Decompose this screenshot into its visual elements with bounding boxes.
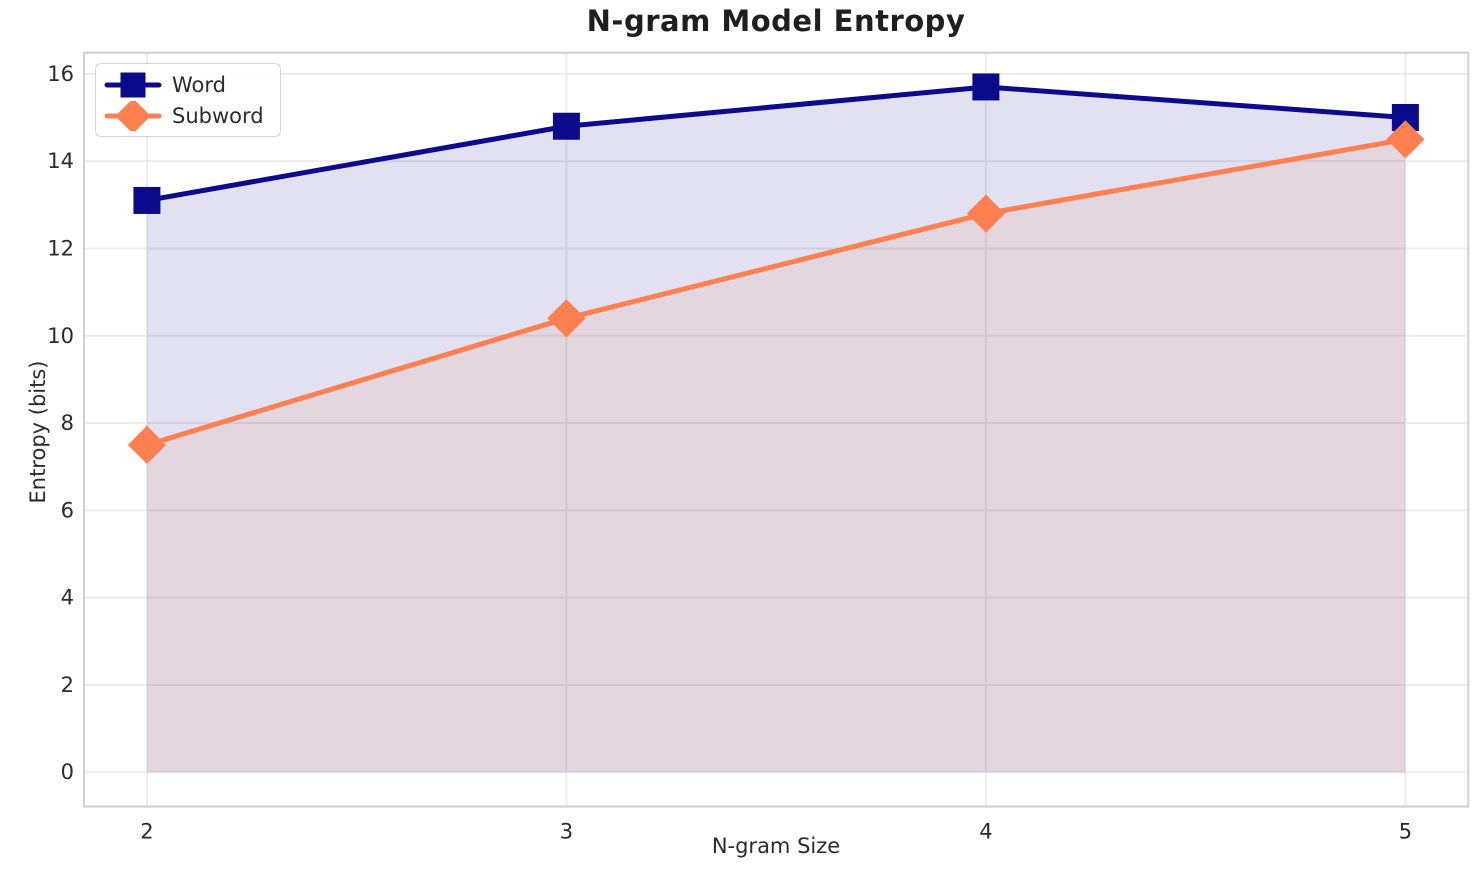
legend: Word Subword — [95, 63, 281, 137]
y-tick-label: 4 — [61, 586, 74, 610]
y-tick-label: 14 — [47, 149, 74, 173]
y-tick-label: 8 — [61, 411, 74, 435]
plot-frame — [82, 51, 1470, 808]
y-axis-label: Entropy (bits) — [26, 360, 50, 504]
y-tick-label: 16 — [47, 62, 74, 86]
subword-series-line — [144, 136, 1408, 448]
subword-marker — [127, 425, 167, 464]
x-axis-label: N-gram Size — [711, 834, 841, 858]
legend-label-subword: Subword — [172, 103, 264, 128]
legend-item-word: Word — [104, 69, 264, 100]
x-tick-label: 3 — [560, 820, 573, 844]
y-tick-label: 2 — [61, 673, 74, 697]
x-tick-label: 5 — [1399, 820, 1412, 844]
word-marker — [552, 112, 580, 140]
word-series-line — [144, 84, 1408, 203]
legend-item-subword: Subword — [104, 100, 264, 131]
y-tick-label: 0 — [61, 760, 74, 784]
word-marker — [133, 186, 161, 214]
chart-title: N-gram Model Entropy — [586, 4, 966, 38]
subword-marker — [1386, 120, 1425, 159]
word-marker — [972, 73, 1000, 101]
subword-line-diamond-icon — [104, 100, 162, 131]
subword-area-fill — [146, 139, 1406, 773]
word-area-fill — [146, 86, 1406, 773]
y-tick-label: 10 — [47, 324, 74, 348]
word-line-square-icon — [104, 72, 162, 97]
subword-legend-rect — [115, 100, 151, 131]
x-tick-label: 2 — [140, 820, 153, 844]
y-tick-label: 12 — [47, 236, 74, 260]
word-legend-rect — [120, 72, 146, 97]
y-tick-label: 6 — [61, 498, 74, 522]
x-tick-label: 4 — [979, 820, 992, 844]
legend-label-word: Word — [172, 72, 226, 97]
